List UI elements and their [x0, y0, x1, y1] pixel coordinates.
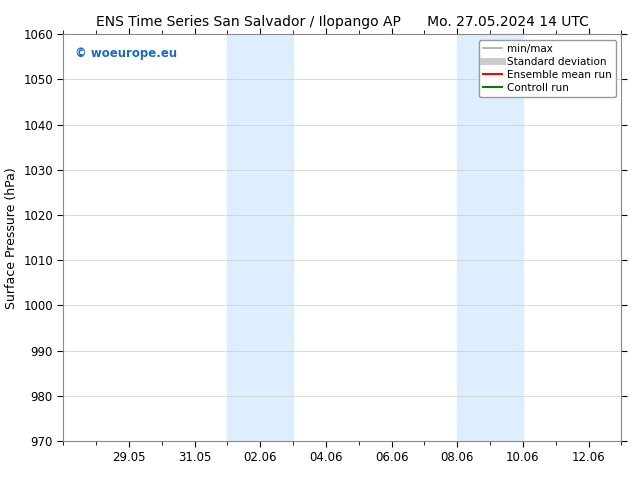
- Y-axis label: Surface Pressure (hPa): Surface Pressure (hPa): [4, 167, 18, 309]
- Bar: [228, 34, 293, 441]
- Text: © woeurope.eu: © woeurope.eu: [75, 47, 177, 59]
- Legend: min/max, Standard deviation, Ensemble mean run, Controll run: min/max, Standard deviation, Ensemble me…: [479, 40, 616, 97]
- Bar: [457, 34, 523, 441]
- Title: ENS Time Series San Salvador / Ilopango AP      Mo. 27.05.2024 14 UTC: ENS Time Series San Salvador / Ilopango …: [96, 15, 589, 29]
